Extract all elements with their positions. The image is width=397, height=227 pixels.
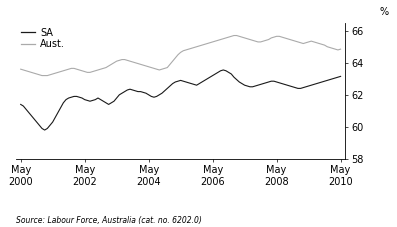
- Legend: SA, Aust.: SA, Aust.: [21, 27, 65, 49]
- Text: %: %: [380, 7, 389, 17]
- Text: Source: Labour Force, Australia (cat. no. 6202.0): Source: Labour Force, Australia (cat. no…: [16, 216, 202, 225]
